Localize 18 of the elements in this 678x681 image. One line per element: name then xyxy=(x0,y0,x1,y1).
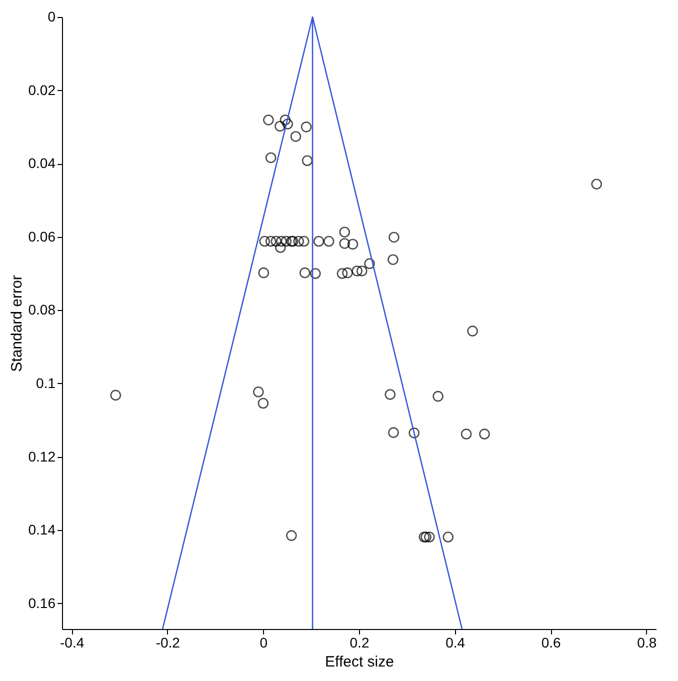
x-tick-label: -0.4 xyxy=(60,634,84,650)
x-tick-label: 0.4 xyxy=(446,634,466,650)
y-tick-label: 0.12 xyxy=(28,448,56,464)
y-tick-label: 0 xyxy=(48,8,56,24)
y-tick-label: 0.08 xyxy=(28,302,56,318)
x-axis-title: Effect size xyxy=(325,654,394,670)
x-tick-label: 0.2 xyxy=(350,634,370,650)
y-tick-label: 0.06 xyxy=(28,228,56,244)
y-tick-label: 0.04 xyxy=(28,155,56,172)
y-axis-title: Standard error xyxy=(8,275,26,372)
x-tick-label: -0.2 xyxy=(156,634,180,650)
y-tick-label: 0.16 xyxy=(28,594,56,611)
y-tick-label: 0.1 xyxy=(36,374,56,391)
x-tick-label: 0.6 xyxy=(541,634,562,650)
y-tick-label: 0.02 xyxy=(28,82,56,98)
x-tick-label: 0 xyxy=(260,634,268,650)
y-tick-label: 0.14 xyxy=(28,522,56,538)
x-tick-label: 0.8 xyxy=(637,634,657,650)
